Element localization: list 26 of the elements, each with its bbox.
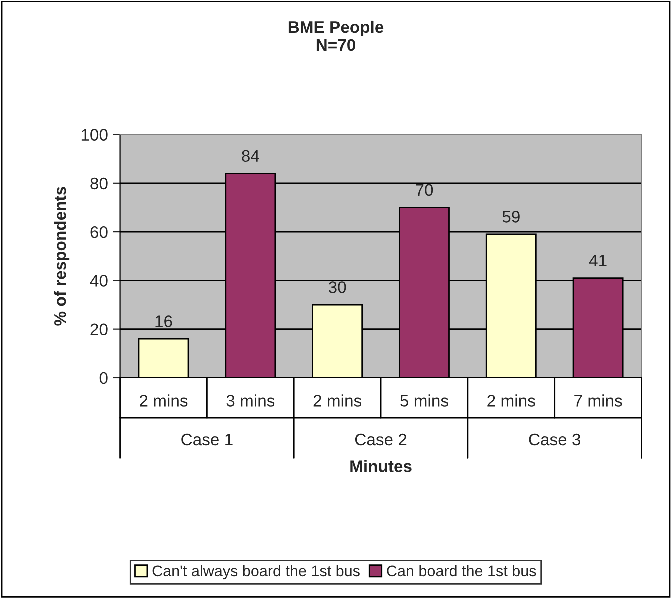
y-tick-label: 0 <box>100 372 108 384</box>
text: Case 3 <box>529 434 581 446</box>
text: Case 2 <box>355 434 407 446</box>
data-label: 70 <box>416 184 434 196</box>
x-tick-label: 3 mins <box>226 394 275 407</box>
x-axis-title: Minutes <box>350 460 412 472</box>
y-tick-label: 20 <box>90 324 108 336</box>
y-tick-label: 80 <box>90 178 108 190</box>
y-tick-label: 60 <box>90 226 108 238</box>
text: Case 1 <box>182 434 233 446</box>
data-label: 84 <box>242 150 260 162</box>
y-axis-title: % of respondents <box>54 187 70 326</box>
legend-label: Can board the 1st bus <box>387 565 536 577</box>
data-label: 16 <box>156 316 172 328</box>
data-label: 30 <box>328 282 346 294</box>
y-tick-label: 100 <box>82 129 108 141</box>
x-tick-label: 5 mins <box>400 394 448 407</box>
x-tick-label: 2 mins <box>140 394 188 407</box>
data-label: 41 <box>589 255 607 266</box>
x-tick-label: 2 mins <box>488 394 536 407</box>
x-tick-label: 2 mins <box>314 394 362 407</box>
data-label: 59 <box>502 211 520 223</box>
x-tick-label: 7 mins <box>574 394 622 407</box>
y-tick-label: 40 <box>90 275 108 287</box>
chart-title: BME People N=70 <box>288 20 384 52</box>
legend-label: Can't always board the 1st bus <box>152 565 360 580</box>
